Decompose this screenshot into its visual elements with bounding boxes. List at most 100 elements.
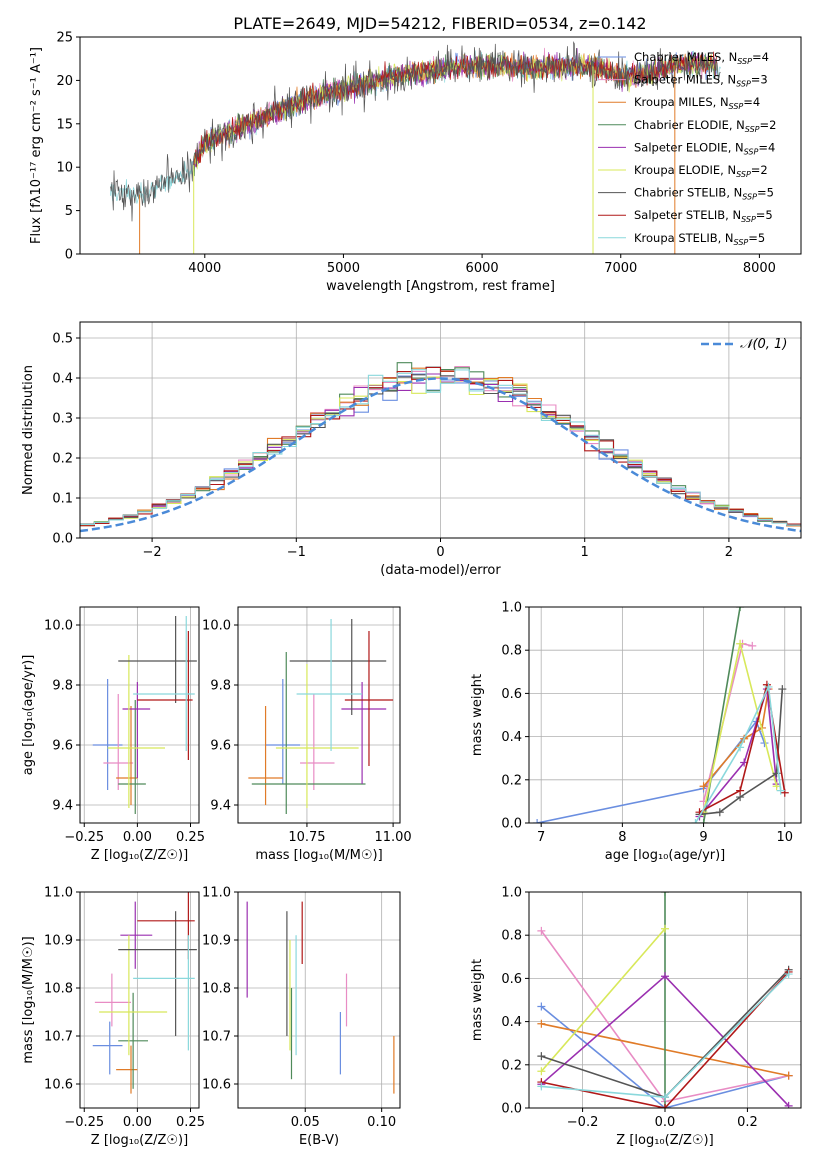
mass_weight_vs_Z-x-axis-label: Z [log₁₀(Z/Z☉)]	[616, 1133, 713, 1148]
y-tick-label: 0.8	[501, 644, 522, 659]
weight-marker-kroupa-elodie	[537, 1067, 546, 1076]
y-tick-label: 9.6	[52, 739, 73, 754]
x-tick-label: −0.25	[64, 830, 104, 845]
y-tick-label: 0.0	[501, 1102, 522, 1117]
legend-label-chabrier-miles: Chabrier MILES, NSSP=4	[634, 50, 769, 66]
y-tick-label: 9.8	[52, 679, 73, 694]
weight-marker-kroupa-miles	[699, 782, 708, 791]
weight-marker-chabrier-miles	[537, 1002, 546, 1011]
weight-marker-kroupa-stelib	[537, 1082, 546, 1091]
weight-marker-chabrier-miles	[533, 819, 542, 823]
weight-line-kroupa-stelib	[694, 684, 782, 823]
y-tick-label: 15	[56, 117, 73, 132]
mass_weight_vs_Z-y-axis-label: mass weight	[470, 959, 485, 1041]
weight-marker-kroupa-stelib	[784, 970, 793, 979]
mass_vs_EBV-plot-area	[246, 901, 395, 1094]
residual_histogram-x-axis-label: (data-model)/error	[380, 563, 501, 578]
y-tick-label: 0.5	[52, 332, 73, 347]
mass_vs_Z-frame	[79, 891, 200, 1109]
y-tick-label: 9.8	[210, 679, 231, 694]
y-tick-label: 0.6	[501, 687, 522, 702]
y-tick-label: 0.4	[52, 372, 73, 387]
legend-label-kroupa-stelib: Kroupa STELIB, NSSP=5	[634, 231, 765, 247]
y-tick-label: 20	[56, 74, 73, 89]
age_vs_Z-frame	[79, 606, 200, 824]
x-tick-label: −0.2	[567, 1115, 599, 1130]
legend-tail: =4	[743, 95, 760, 109]
weight-marker-chabrier-elodie	[661, 892, 669, 896]
mass_weight_vs_Z-plot-area	[537, 892, 793, 1108]
age_vs_mass-x-axis-label: mass [log₁₀(M/M☉)]	[255, 848, 382, 863]
residual_histogram-panel: −2 −1 0 1 2 0.0 0.1 0.2 0.3 0.4 0.5 (data-model)/er…	[21, 321, 802, 578]
mass_vs_Z-panel: −0.25 0.00 0.25 10.6 10.7 10.8 10.9 11.0 Z [log₁…	[21, 886, 205, 1149]
weight-marker-kroupa-miles	[784, 1071, 793, 1080]
histogram-series-salpeter-stelib	[80, 366, 801, 527]
y-tick-label: 0.0	[501, 817, 522, 832]
y-tick-label: 10.9	[202, 934, 231, 949]
weight-marker-kroupa-stelib	[776, 786, 785, 795]
x-tick-label: 8	[618, 830, 626, 845]
x-tick-label: 0.25	[176, 830, 205, 845]
mass_vs_Z-x-axis-label: Z [log₁₀(Z/Z☉)]	[91, 1133, 188, 1148]
x-tick-label: −0.25	[64, 1115, 104, 1130]
x-tick-label: 5000	[327, 261, 360, 276]
y-tick-label: 0	[65, 248, 73, 263]
y-tick-label: 0.2	[501, 773, 522, 788]
x-tick-label: 0.10	[367, 1115, 396, 1130]
y-tick-label: 9.6	[210, 739, 231, 754]
legend-subscript: SSP	[742, 193, 757, 202]
x-tick-label: 7000	[604, 261, 637, 276]
legend-tail: =5	[748, 231, 765, 245]
y-tick-label: 10.0	[44, 619, 73, 634]
y-tick-label: 10	[56, 161, 73, 176]
mass_vs_Z-y-axis-label: mass [log₁₀(M/M☉)]	[21, 936, 36, 1063]
mass_weight_vs_age-panel: 7 8 9 10 0.0 0.2 0.4 0.6 0.8 1.0 age [log₁₀(age/yr…	[470, 601, 802, 863]
weight-marker-kroupa-elodie	[736, 639, 745, 648]
normal-distribution-curve	[80, 377, 801, 533]
legend-subscript: SSP	[741, 215, 756, 224]
x-tick-label: 11.00	[374, 830, 411, 845]
weight-marker-salpeter-elodie	[661, 972, 669, 981]
histogram-series-kroupa-stelib	[80, 369, 801, 526]
y-tick-label: 0.1	[52, 492, 73, 507]
legend-tail: =3	[751, 73, 768, 87]
x-tick-label: 0.2	[737, 1115, 758, 1130]
weight-marker-chabrier-stelib	[715, 808, 724, 817]
weight-marker-chabrier-stelib	[778, 685, 787, 694]
x-tick-label: 0.00	[123, 830, 152, 845]
legend-text: Kroupa MILES, N	[634, 95, 729, 109]
y-tick-label: 11.0	[44, 886, 73, 901]
age_vs_Z-x-axis-label: Z [log₁₀(Z/Z☉)]	[91, 848, 188, 863]
weight-line-salpeter-elodie	[698, 688, 778, 818]
legend-text: Salpeter MILES, N	[634, 73, 736, 87]
weight-marker-chabrier-stelib	[537, 1052, 546, 1061]
x-tick-label: 2	[725, 545, 733, 560]
weight-marker-salpeter-miles	[537, 926, 546, 935]
y-tick-label: 10.6	[202, 1078, 231, 1093]
legend-subscript: SSP	[729, 102, 744, 111]
y-tick-label: 0.4	[501, 730, 522, 745]
y-tick-label: 9.4	[210, 799, 231, 814]
y-tick-label: 0.6	[501, 972, 522, 987]
spectrum-plot-area	[110, 40, 721, 254]
y-tick-label: 0.2	[52, 452, 73, 467]
x-tick-label: 0.00	[123, 1115, 152, 1130]
y-tick-label: 1.0	[501, 601, 522, 616]
y-tick-label: 10.9	[44, 934, 73, 949]
legend-label-salpeter-miles: Salpeter MILES, NSSP=3	[634, 73, 768, 89]
y-tick-label: 0.2	[501, 1058, 522, 1073]
mass_weight_vs_age-frame	[528, 606, 802, 824]
weight-line-chabrier-miles	[540, 1005, 789, 1108]
x-tick-label: 4000	[188, 261, 221, 276]
y-tick-label: 9.4	[52, 799, 73, 814]
x-tick-label: 0.25	[176, 1115, 205, 1130]
y-tick-label: 0.3	[52, 412, 73, 427]
x-tick-label: 0.0	[655, 1115, 676, 1130]
legend-text: Chabrier MILES, N	[634, 50, 737, 64]
x-tick-label: 8000	[743, 261, 776, 276]
weight-marker-kroupa-miles	[537, 1019, 546, 1028]
legend-subscript: SSP	[737, 57, 752, 66]
spectrum-panel: 4000 5000 6000 7000 8000 0 5 10 15 20 25 wavelength…	[29, 31, 802, 294]
weight-marker-kroupa-elodie	[661, 924, 669, 933]
weight-marker-kroupa-stelib	[691, 819, 700, 823]
